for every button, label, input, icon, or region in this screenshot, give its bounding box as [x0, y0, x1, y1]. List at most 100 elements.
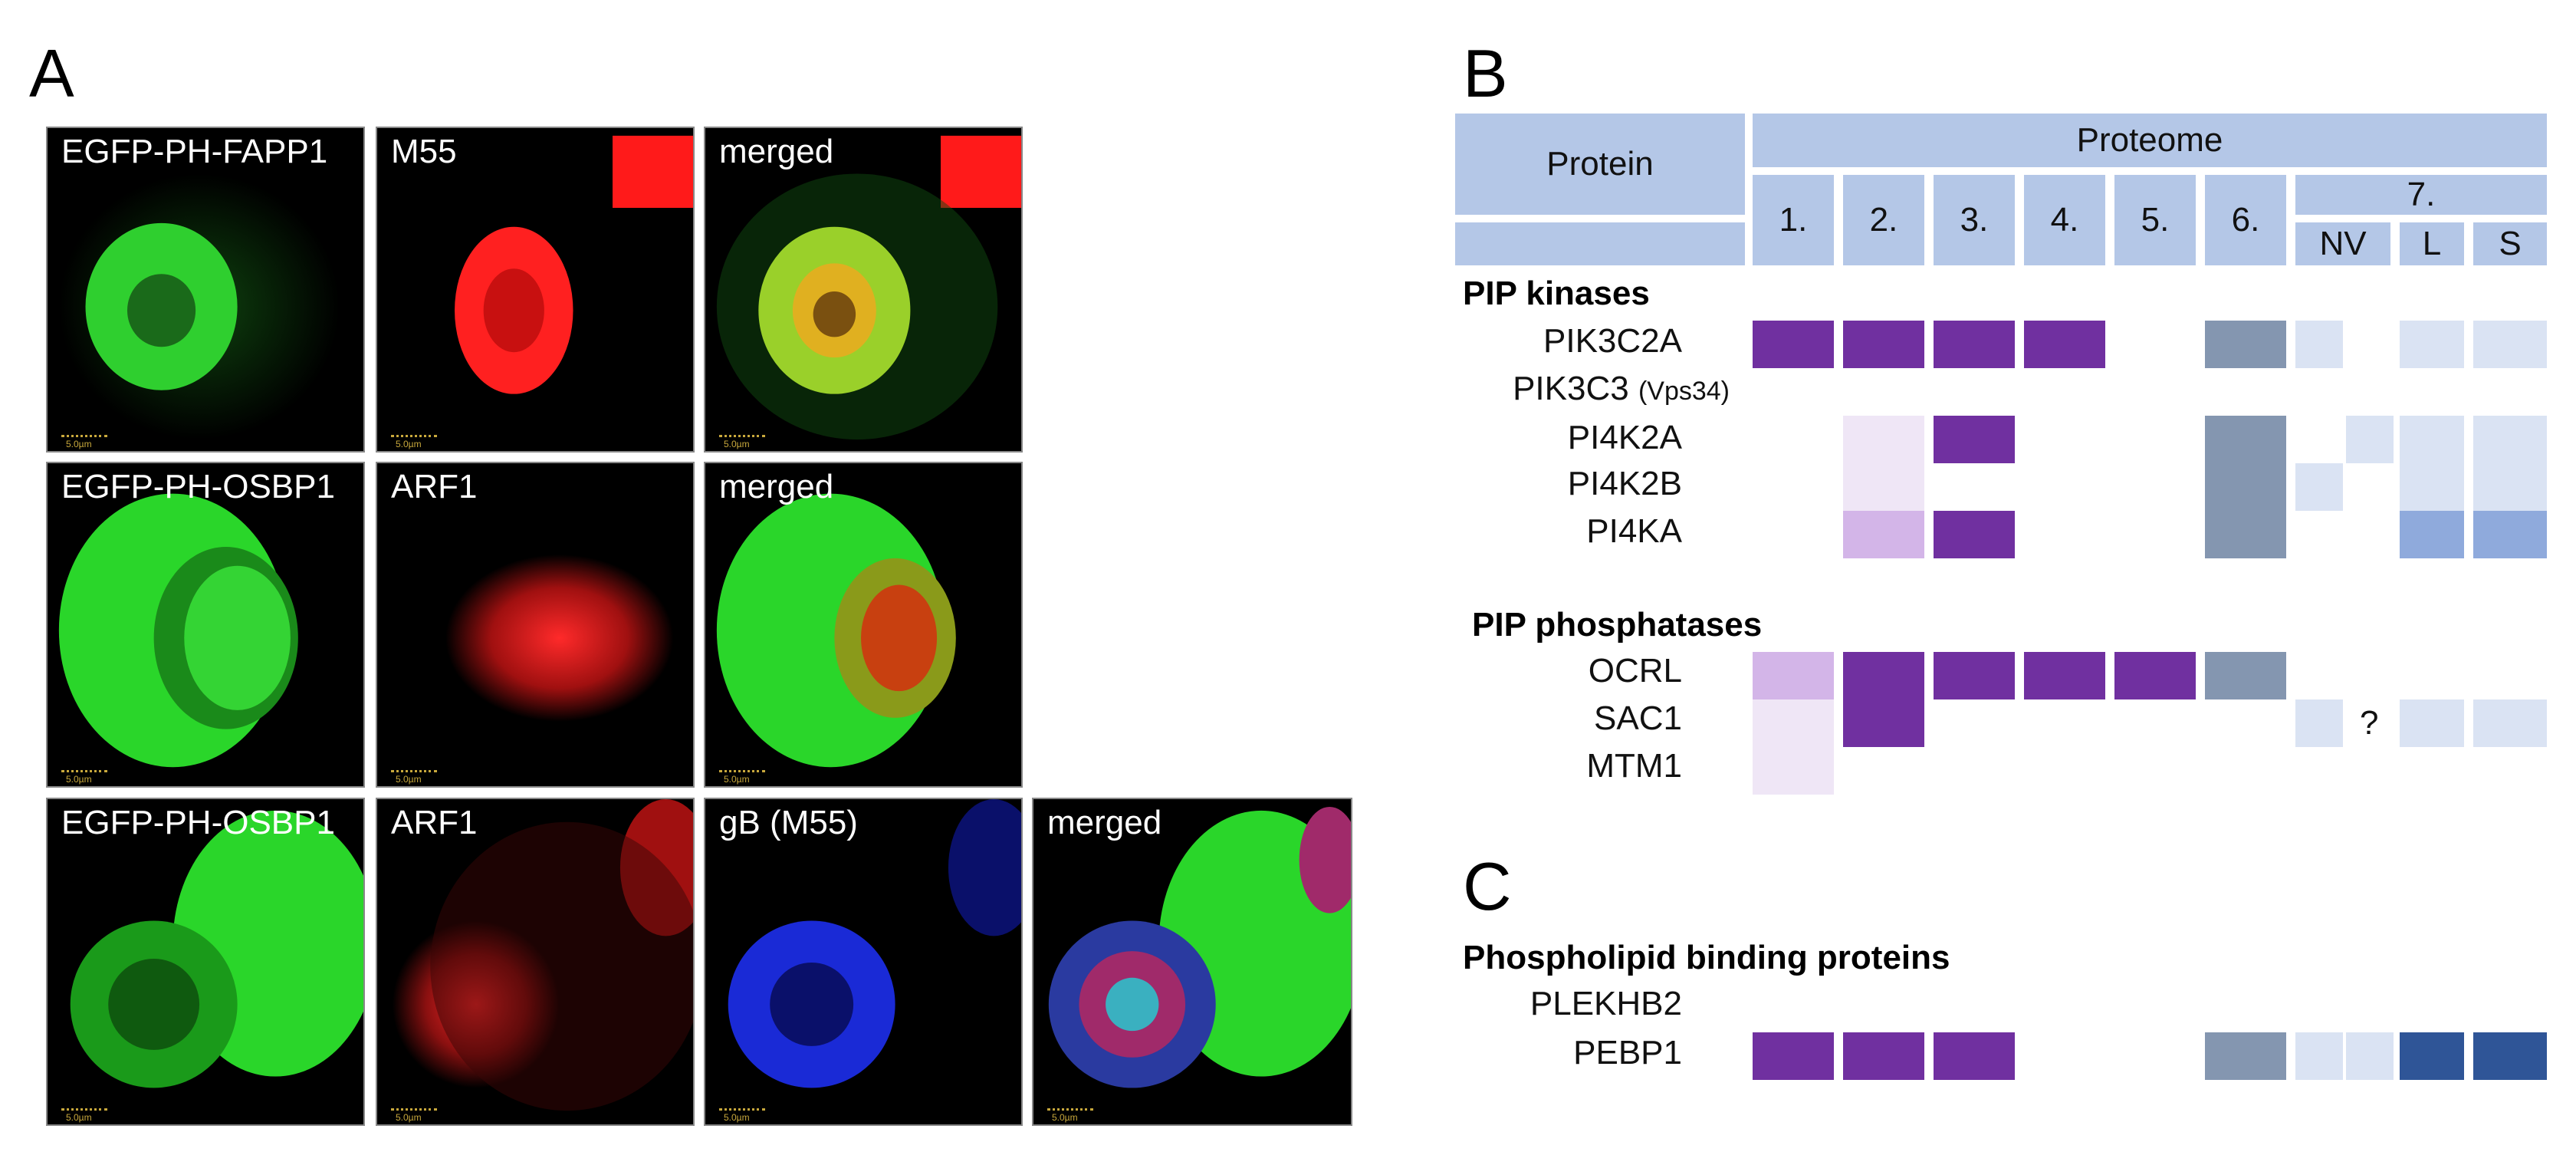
red-arf1-signal	[392, 799, 693, 1111]
green-osbp1-signal	[70, 810, 363, 1088]
binding-row-2-cell-6	[2205, 1032, 2286, 1080]
row-label-mtm1: MTM1	[1586, 747, 1682, 785]
micrograph-merged-1: merged 5.0µm	[704, 127, 1023, 453]
col-header-l: L	[2400, 222, 2464, 265]
scale-bar: 5.0µm	[719, 1108, 765, 1123]
micrograph-egfp-ph-osbp1-2: EGFP-PH-OSBP1 5.0µm	[46, 798, 365, 1126]
micrograph-merged-2: merged 5.0µm	[704, 462, 1023, 788]
scale-bar: 5.0µm	[719, 435, 765, 449]
kinase-row-3-cell-8	[2346, 416, 2394, 463]
kinase-row-3-cell-3	[1934, 416, 2015, 463]
kinase-row-1-cell-3	[1934, 321, 2015, 368]
kinase-row-5-cell-3	[1934, 511, 2015, 558]
kinase-row-5-cell-2	[1843, 511, 1924, 558]
col-header-7: 7.	[2295, 175, 2547, 215]
phosphatase-row-2-cell-7	[2295, 699, 2343, 747]
phosphatase-row-2-cell-10	[2473, 699, 2547, 747]
green-golgi-signal	[58, 173, 340, 440]
section-pip-phosphatases: PIP phosphatases	[1472, 606, 1763, 643]
scale-bar: 5.0µm	[719, 770, 765, 785]
kinase-row-4-cell-2	[1843, 463, 1924, 511]
image-label: gB (M55)	[719, 804, 858, 841]
micrograph-m55: M55 5.0µm	[376, 127, 695, 453]
binding-row-2-cell-7	[2295, 1032, 2343, 1080]
panel-a-letter: A	[29, 35, 74, 111]
phosphatase-row-3-cell-1	[1753, 747, 1834, 795]
micrograph-merged-3: merged 5.0µm	[1032, 798, 1352, 1126]
phosphatase-row-2-cell-1	[1753, 699, 1834, 747]
kinase-row-5-cell-9	[2400, 511, 2464, 558]
merged-signal	[1048, 806, 1351, 1088]
image-label: ARF1	[391, 804, 478, 841]
phosphatase-row-2-cell-9	[2400, 699, 2464, 747]
section-pip-kinases: PIP kinases	[1463, 275, 1650, 312]
micrograph-gb-m55: gB (M55) 5.0µm	[704, 798, 1023, 1126]
row-label-pik3c2a: PIK3C2A	[1543, 322, 1682, 360]
panel-b-letter: B	[1463, 35, 1508, 111]
row-label-pebp1: PEBP1	[1573, 1034, 1682, 1071]
scale-bar: 5.0µm	[61, 1108, 107, 1123]
scale-bar: 5.0µm	[61, 770, 107, 785]
protein-header-bottom	[1455, 222, 1745, 265]
image-label: EGFP-PH-OSBP1	[61, 468, 335, 505]
col-header-2: 2.	[1843, 175, 1924, 265]
row-label-ocrl: OCRL	[1588, 652, 1682, 690]
kinase-row-1-cell-10	[2473, 321, 2547, 368]
phosphatase-row-1-cell-1	[1753, 652, 1834, 699]
kinase-row-1-cell-7	[2295, 321, 2343, 368]
panel-c-letter: C	[1463, 848, 1512, 924]
col-header-3: 3.	[1934, 175, 2015, 265]
binding-row-2-cell-8	[2346, 1032, 2394, 1080]
phosphatase-row-1-cell-5	[2114, 652, 2196, 699]
binding-row-2-cell-2	[1843, 1032, 1924, 1080]
col-header-s: S	[2473, 222, 2547, 265]
merged-signal	[716, 135, 1021, 440]
image-label: merged	[1047, 804, 1162, 841]
red-m55-signal	[455, 135, 693, 394]
row-label-pi4k2b: PI4K2B	[1567, 465, 1682, 502]
col-header-5: 5.	[2114, 175, 2196, 265]
kinase-row-3-cell-2	[1843, 416, 1924, 463]
image-label: EGFP-PH-OSBP1	[61, 804, 335, 841]
unknown-mark: ?	[2360, 704, 2379, 742]
binding-row-2-cell-9	[2400, 1032, 2464, 1080]
kinase-row-5-cell-6	[2205, 511, 2286, 558]
kinase-row-3-cell-6	[2205, 416, 2286, 463]
kinase-row-1-cell-2	[1843, 321, 1924, 368]
phosphatase-row-1-cell-3	[1934, 652, 2015, 699]
row-label-sac1: SAC1	[1594, 699, 1682, 737]
kinase-row-1-cell-6	[2205, 321, 2286, 368]
phosphatase-row-1-cell-4	[2024, 652, 2105, 699]
col-header-6: 6.	[2205, 175, 2286, 265]
micrograph-arf1-2: ARF1 5.0µm	[376, 798, 695, 1126]
phosphatase-row-1-cell-6	[2205, 652, 2286, 699]
binding-row-2-cell-1	[1753, 1032, 1834, 1080]
kinase-row-4-cell-9	[2400, 463, 2464, 511]
protein-header: Protein	[1455, 114, 1745, 215]
blue-gb-signal	[728, 799, 1021, 1088]
image-label: ARF1	[391, 468, 478, 505]
kinase-row-1-cell-9	[2400, 321, 2464, 368]
micrograph-egfp-ph-fapp1: EGFP-PH-FAPP1 5.0µm	[46, 127, 365, 453]
scale-bar: 5.0µm	[391, 770, 437, 785]
merged-signal	[716, 493, 956, 768]
binding-row-2-cell-10	[2473, 1032, 2547, 1080]
scale-bar: 5.0µm	[1047, 1108, 1093, 1123]
row-label-pik3c3: PIK3C3 (Vps34)	[1513, 370, 1730, 407]
row-label-suffix: (Vps34)	[1638, 377, 1730, 406]
binding-row-2-cell-3	[1934, 1032, 2015, 1080]
kinase-row-3-cell-9	[2400, 416, 2464, 463]
kinase-row-3-cell-10	[2473, 416, 2547, 463]
col-header-1: 1.	[1753, 175, 1834, 265]
row-label-pi4k2a: PI4K2A	[1567, 419, 1682, 456]
phosphatase-row-1-cell-2	[1843, 652, 1924, 699]
kinase-row-1-cell-1	[1753, 321, 1834, 368]
kinase-row-4-cell-10	[2473, 463, 2547, 511]
micrograph-egfp-ph-osbp1: EGFP-PH-OSBP1 5.0µm	[46, 462, 365, 788]
scale-bar: 5.0µm	[61, 435, 107, 449]
kinase-row-4-cell-6	[2205, 463, 2286, 511]
row-label-plekhb2: PLEKHB2	[1530, 985, 1682, 1022]
image-label: EGFP-PH-FAPP1	[61, 133, 328, 170]
col-header-4: 4.	[2024, 175, 2105, 265]
green-osbp1-signal	[58, 493, 298, 768]
